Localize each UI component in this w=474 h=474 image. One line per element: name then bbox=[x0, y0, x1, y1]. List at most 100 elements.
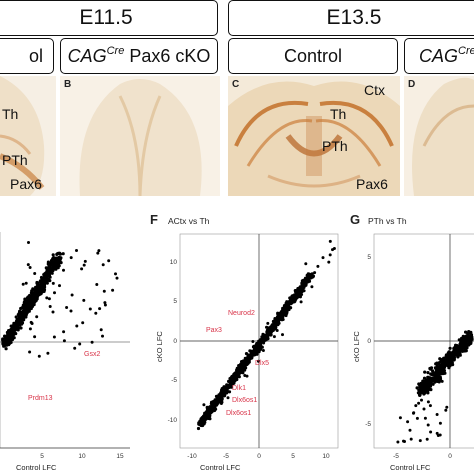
plot-g-ytick: 0 bbox=[367, 338, 371, 345]
plot-f-xlabel: Control LFC bbox=[200, 463, 241, 472]
plot-e-point bbox=[46, 274, 50, 278]
plot-e-point bbox=[15, 326, 19, 330]
plot-e-point bbox=[32, 303, 36, 307]
plot-f-point bbox=[219, 402, 223, 405]
plot-f-point bbox=[243, 374, 247, 377]
plot-g-letter: G bbox=[350, 212, 360, 227]
plot-g-point bbox=[408, 428, 412, 432]
plot-g-xtick: 0 bbox=[448, 453, 452, 460]
plot-f-point bbox=[280, 310, 284, 315]
plot-f-point bbox=[257, 359, 260, 363]
plot-f-point bbox=[294, 293, 298, 297]
panel-c-label-ctx: Ctx bbox=[364, 82, 385, 98]
plot-f-point bbox=[271, 329, 275, 332]
plot-g-point bbox=[431, 369, 435, 373]
plot-g-point bbox=[414, 404, 418, 408]
plot-e-point bbox=[18, 312, 22, 316]
plot-f-point bbox=[196, 426, 201, 431]
plot-f-point bbox=[263, 338, 267, 342]
plot-e-point bbox=[54, 267, 58, 271]
plot-g-xtick: -5 bbox=[393, 453, 399, 460]
plot-f-point bbox=[202, 403, 206, 407]
plot-e-point bbox=[62, 339, 66, 343]
plot-e-point bbox=[7, 337, 11, 341]
plot-g-point bbox=[420, 384, 424, 388]
plot-g-point bbox=[466, 334, 470, 338]
plot-e-points bbox=[1, 241, 119, 358]
plot-g-point bbox=[417, 389, 422, 393]
plot-f-point bbox=[316, 264, 320, 268]
plot-f-point bbox=[296, 294, 300, 299]
plot-e-point bbox=[58, 259, 62, 263]
plot-g-point bbox=[435, 431, 439, 435]
panel-d-letter: D bbox=[408, 79, 416, 90]
plot-f-point bbox=[274, 326, 278, 330]
plot-g-point bbox=[428, 366, 432, 371]
plot-g-point bbox=[452, 358, 456, 362]
plot-g-ylabel: cKO LFC bbox=[352, 331, 361, 362]
plot-f-point bbox=[251, 340, 255, 343]
plot-f-ylabel: cKO LFC bbox=[155, 331, 164, 362]
plot-g-point bbox=[445, 362, 449, 366]
plot-f-point bbox=[284, 308, 288, 312]
plot-g-point bbox=[396, 440, 400, 444]
plot-e-point bbox=[37, 354, 41, 358]
plot-g-point bbox=[429, 388, 433, 392]
plot-g-point bbox=[422, 392, 426, 396]
plot-g-point bbox=[417, 382, 421, 386]
plot-f-point bbox=[230, 382, 234, 386]
plot-f-point bbox=[246, 358, 251, 362]
plot-f-gene-label: Pax3 bbox=[206, 327, 222, 334]
plot-f-points bbox=[196, 239, 336, 431]
plot-g-point bbox=[431, 382, 435, 386]
plot-g-point bbox=[433, 380, 437, 384]
plot-f-point bbox=[249, 349, 253, 353]
plot-e-point bbox=[103, 303, 107, 307]
plot-e-point bbox=[4, 347, 8, 351]
plot-e-point bbox=[37, 293, 41, 297]
plot-f-point bbox=[304, 262, 308, 266]
plot-e-point bbox=[53, 259, 57, 263]
condition-cko-d-cre: Cre bbox=[458, 45, 474, 57]
plot-f-point bbox=[332, 247, 336, 250]
panel-b-image: B bbox=[60, 76, 220, 196]
plot-g-point bbox=[435, 367, 439, 371]
plot-g-point bbox=[441, 371, 446, 376]
plot-g-point bbox=[402, 439, 405, 443]
plot-e-point bbox=[32, 295, 36, 300]
plot-g-point bbox=[425, 437, 429, 441]
plot-f-ytick: -10 bbox=[168, 417, 178, 424]
plot-f-point bbox=[328, 239, 332, 243]
plot-f-point bbox=[224, 391, 228, 395]
plot-g-point bbox=[415, 416, 419, 420]
plot-f-point bbox=[233, 377, 238, 381]
plot-f-point bbox=[310, 285, 314, 289]
plot-g-point bbox=[418, 439, 422, 443]
condition-cko-b-cre: Cre bbox=[106, 45, 125, 57]
plot-e-point bbox=[88, 307, 92, 311]
plot-g-point bbox=[417, 401, 421, 405]
plot-e-point bbox=[42, 273, 46, 277]
plot-e-point bbox=[35, 315, 39, 319]
plot-e-point bbox=[97, 249, 101, 253]
plot-g-point bbox=[454, 351, 458, 356]
plot-f-point bbox=[244, 358, 248, 362]
plot-e-point bbox=[41, 279, 45, 283]
plot-e-point bbox=[115, 276, 119, 280]
plot-e-point bbox=[75, 324, 79, 328]
plot-f-gene-label: Dlk1 bbox=[232, 385, 246, 392]
plot-f-point bbox=[222, 385, 226, 389]
plot-g-points bbox=[396, 330, 474, 444]
plot-f-point bbox=[266, 321, 270, 325]
plot-g-point bbox=[426, 400, 430, 404]
plot-e-point bbox=[61, 252, 65, 256]
plot-e-point bbox=[75, 249, 78, 252]
plot-g-ytick: 5 bbox=[367, 254, 371, 261]
plot-g-point bbox=[444, 408, 448, 412]
plot-f-point bbox=[284, 301, 288, 305]
plot-g-point bbox=[461, 334, 465, 338]
plot-e-point bbox=[70, 293, 74, 297]
plot-e-point bbox=[24, 299, 29, 303]
plot-f-point bbox=[197, 422, 201, 426]
stage-e13-5-header: E13.5 bbox=[228, 0, 474, 36]
